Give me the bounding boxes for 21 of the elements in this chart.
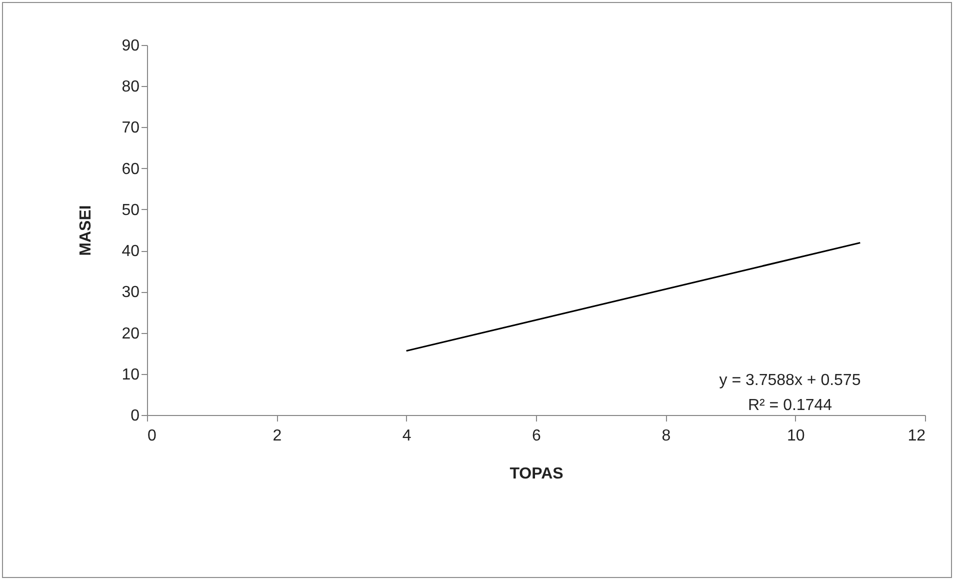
- x-tick-label: 2: [272, 428, 282, 444]
- annotation: R² = 0.1744: [748, 397, 832, 414]
- annotation: y = 3.7588x + 0.575: [719, 372, 861, 389]
- y-tick-label: 0: [130, 408, 140, 424]
- y-tick-label: 10: [122, 366, 140, 384]
- y-axis-title: MASEI: [78, 205, 95, 256]
- x-tick-label: 8: [662, 428, 671, 444]
- y-tick-label: 70: [122, 120, 140, 137]
- y-tick-label: 90: [122, 38, 140, 54]
- y-tick-label: 40: [122, 243, 140, 260]
- y-tick-label: 20: [122, 325, 140, 342]
- x-axis-title: TOPAS: [510, 466, 564, 482]
- x-tick-label: 6: [532, 428, 542, 444]
- y-tick-label: 60: [122, 160, 140, 178]
- x-tick-label: 0: [148, 428, 156, 444]
- y-tick-label: 50: [122, 202, 140, 219]
- x-tick-label: 4: [402, 428, 412, 444]
- x-tick-label: 12: [908, 428, 926, 444]
- y-tick-label: 30: [122, 284, 140, 302]
- y-tick-label: 80: [122, 78, 140, 96]
- x-tick-label: 10: [786, 428, 805, 444]
